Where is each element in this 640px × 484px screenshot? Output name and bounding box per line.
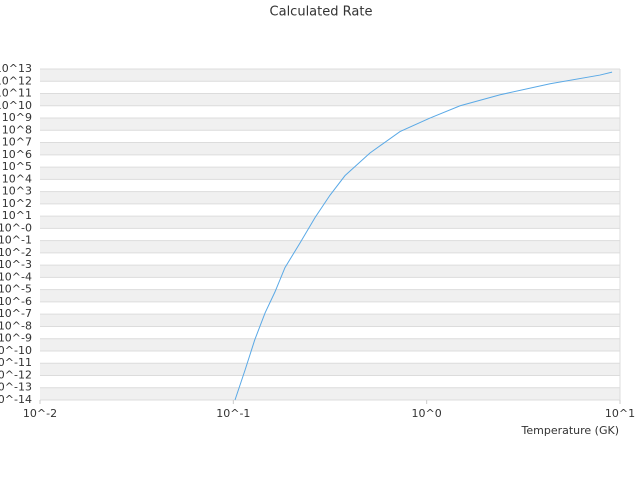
- grid-band: [40, 118, 620, 131]
- y-tick-label: 10^-2: [0, 246, 32, 259]
- x-tick-label: 10^1: [605, 407, 635, 420]
- y-tick-label: 10^2: [2, 197, 32, 210]
- y-tick-label: 10^-12: [0, 368, 32, 381]
- grid-band: [40, 167, 620, 180]
- y-tick-label: 10^-1: [0, 234, 32, 247]
- y-tick-label: 10^-0: [0, 221, 32, 234]
- y-tick-label: 10^3: [2, 185, 32, 198]
- y-tick-label: 10^8: [2, 123, 32, 136]
- grid-band: [40, 363, 620, 376]
- grid-band: [40, 314, 620, 327]
- data-line: [234, 71, 613, 401]
- y-tick-label: 10^-5: [0, 283, 32, 296]
- y-tick-label: 10^11: [0, 87, 32, 100]
- y-tick-label: 10^-3: [0, 258, 32, 271]
- grid-band: [40, 338, 620, 351]
- y-tick-label: 10^9: [2, 111, 32, 124]
- y-tick-label: 10^-8: [0, 319, 32, 332]
- grid-band: [40, 240, 620, 253]
- y-tick-label: 10^-14: [0, 393, 32, 406]
- y-tick-label: 10^-4: [0, 270, 32, 283]
- x-tick-label: 10^-1: [216, 407, 250, 420]
- y-tick-label: 10^-9: [0, 332, 32, 345]
- y-tick-label: 10^4: [2, 172, 32, 185]
- y-tick-label: 10^-7: [0, 307, 32, 320]
- y-tick-label: 10^5: [2, 160, 32, 173]
- y-tick-label: 10^13: [0, 62, 32, 75]
- grid-band: [40, 387, 620, 400]
- y-tick-label: 10^10: [0, 99, 32, 112]
- y-tick-label: 10^12: [0, 74, 32, 87]
- grid-band: [40, 265, 620, 278]
- y-tick-label: 10^-6: [0, 295, 32, 308]
- y-tick-label: 10^-10: [0, 344, 32, 357]
- y-tick-label: 10^7: [2, 136, 32, 149]
- chart-title: Calculated Rate: [270, 5, 373, 20]
- grid-band: [40, 191, 620, 204]
- x-axis-label: Temperature (GK): [521, 424, 620, 437]
- grid-band: [40, 69, 620, 82]
- grid-band: [40, 142, 620, 155]
- grid-band: [40, 289, 620, 302]
- x-tick-label: 10^0: [412, 407, 442, 420]
- y-tick-label: 10^6: [2, 148, 32, 161]
- y-tick-label: 10^1: [2, 209, 32, 222]
- x-tick-label: 10^-2: [23, 407, 57, 420]
- grid-band: [40, 93, 620, 106]
- y-tick-label: 10^-13: [0, 381, 32, 394]
- grid-band: [40, 216, 620, 229]
- y-tick-label: 10^-11: [0, 356, 32, 369]
